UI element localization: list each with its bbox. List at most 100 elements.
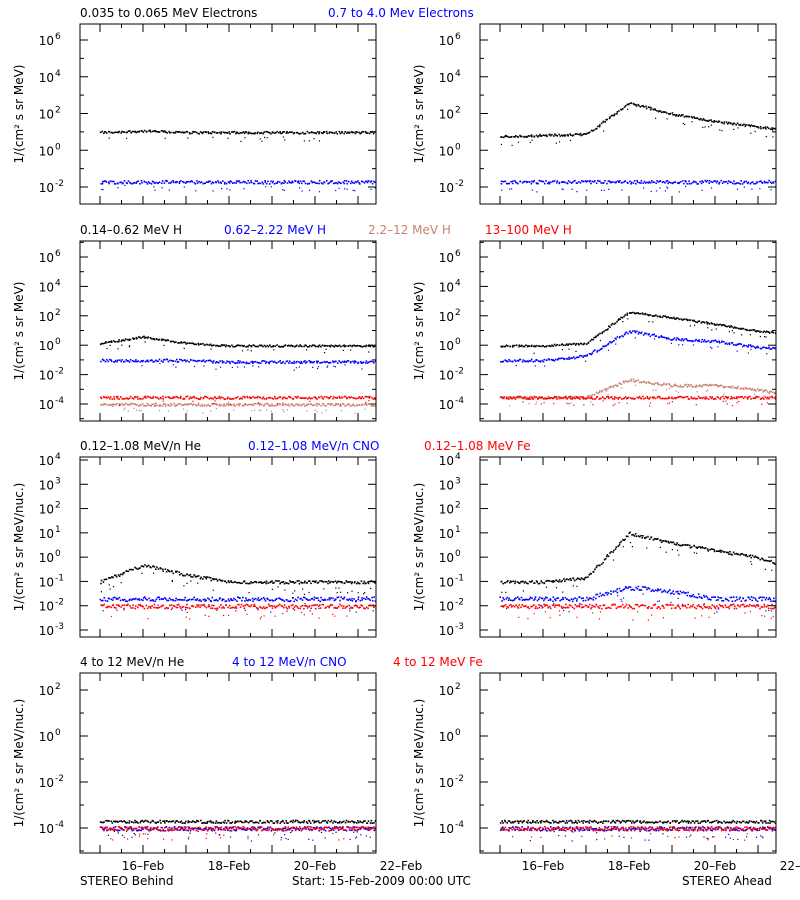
y-tick-label: 10 6 — [39, 32, 61, 48]
data-point — [258, 182, 260, 184]
data-point — [226, 132, 229, 134]
data-point — [768, 392, 771, 394]
y-tick-base: 10 — [39, 251, 54, 265]
data-point — [727, 180, 730, 182]
data-point — [384, 404, 386, 406]
data-point — [216, 132, 219, 134]
data-point — [245, 582, 247, 585]
data-point — [198, 604, 200, 606]
data-point — [280, 604, 283, 607]
data-point — [302, 588, 304, 590]
data-point — [646, 395, 649, 398]
data-point — [313, 596, 316, 599]
data-point — [242, 180, 245, 183]
data-point — [664, 190, 666, 192]
data-point — [710, 187, 713, 189]
data-point — [301, 345, 303, 348]
data-point — [719, 597, 721, 599]
data-point — [341, 396, 344, 399]
data-point — [634, 533, 637, 535]
data-point — [714, 339, 717, 341]
data-point — [555, 142, 557, 144]
data-point — [311, 597, 314, 600]
data-point — [282, 581, 285, 583]
data-point — [747, 181, 750, 184]
data-point — [524, 360, 527, 363]
data-point — [676, 542, 678, 544]
data-point — [330, 580, 332, 583]
data-point — [624, 396, 627, 398]
data-point — [313, 181, 316, 184]
data-point — [113, 596, 116, 599]
data-point — [325, 348, 327, 350]
data-point — [152, 338, 154, 340]
data-point — [400, 361, 402, 363]
data-point — [300, 611, 303, 614]
data-point — [316, 404, 318, 407]
data-point — [797, 181, 799, 183]
data-point — [547, 599, 550, 602]
data-point — [239, 606, 242, 608]
data-point — [113, 131, 116, 134]
data-point — [624, 180, 626, 182]
data-point — [204, 344, 206, 346]
data-point — [397, 345, 399, 347]
data-point — [232, 581, 234, 584]
y-tick-base: 10 — [439, 34, 454, 48]
data-point — [179, 605, 181, 608]
data-point — [692, 344, 694, 346]
data-point — [608, 397, 610, 400]
data-point — [675, 115, 677, 117]
data-point — [243, 344, 245, 347]
data-point — [195, 190, 197, 192]
data-point — [362, 180, 364, 183]
data-point — [385, 181, 387, 183]
data-point — [111, 576, 113, 578]
data-point — [690, 182, 692, 185]
data-point — [777, 183, 779, 185]
legend-label: 0.035 to 0.065 MeV Electrons — [80, 6, 257, 20]
data-point — [561, 343, 563, 345]
data-point — [621, 398, 623, 400]
data-point — [283, 131, 286, 133]
legend-label: 4 to 12 MeV/n CNO — [232, 655, 347, 669]
data-point — [123, 131, 125, 133]
data-point — [274, 345, 277, 348]
data-point — [576, 182, 579, 184]
data-point — [561, 181, 564, 183]
data-point — [743, 344, 746, 347]
data-point — [596, 593, 598, 596]
data-point — [156, 396, 159, 399]
data-point — [630, 181, 633, 184]
data-point — [528, 397, 530, 399]
data-point — [265, 182, 268, 185]
data-point — [504, 134, 507, 137]
data-point — [162, 598, 164, 600]
data-point — [192, 605, 195, 608]
data-point — [167, 410, 169, 412]
data-point — [303, 593, 306, 595]
data-point — [766, 353, 768, 355]
data-point — [661, 591, 663, 593]
data-point — [571, 357, 574, 359]
data-point — [136, 409, 138, 411]
data-point — [786, 131, 788, 133]
y-tick-base: 10 — [39, 280, 54, 294]
data-point — [656, 538, 658, 540]
data-point — [286, 610, 288, 612]
data-point — [333, 607, 336, 609]
data-point — [314, 345, 317, 348]
data-point — [127, 398, 129, 400]
data-point — [306, 346, 309, 348]
data-point — [311, 604, 313, 607]
data-point — [358, 404, 361, 406]
data-point — [255, 581, 258, 584]
data-point — [170, 359, 173, 362]
data-point — [596, 127, 598, 130]
data-point — [582, 343, 584, 346]
data-point — [667, 337, 669, 339]
data-point — [673, 384, 675, 387]
legend-label: 0.12–1.08 MeV Fe — [424, 439, 531, 453]
data-point — [267, 180, 269, 183]
data-point — [727, 396, 729, 398]
